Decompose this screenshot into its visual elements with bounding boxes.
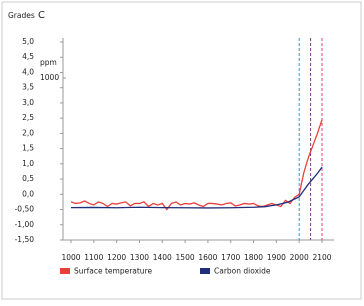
y-tick-label: 4,5	[22, 52, 34, 61]
y-tick-label: 0,5	[22, 174, 34, 183]
legend-label: Surface temperature	[74, 267, 152, 276]
y-tick-label: 4,0	[22, 67, 34, 76]
y2-label: ppm	[40, 58, 57, 67]
y-tick-label: 3,0	[22, 98, 34, 107]
y-unit: C	[38, 10, 45, 21]
y-tick-label: 1,0	[22, 159, 34, 168]
y-tick-label: 5,0	[22, 37, 34, 46]
x-tick-label: 2000	[290, 253, 309, 262]
legend-label: Carbon dioxide	[214, 267, 271, 276]
x-tick-label: 1400	[153, 253, 172, 262]
x-tick-label: 1900	[267, 253, 286, 262]
y-tick-label: -1,00	[15, 220, 35, 229]
y-label: Grades	[8, 11, 35, 20]
y2-tick-label: 1000	[40, 73, 59, 82]
y-tick-label: 0,0	[22, 189, 34, 198]
y-tick-label: -1,50	[15, 235, 35, 244]
x-tick-label: 1000	[61, 253, 80, 262]
frame	[1, 1, 362, 300]
data-line	[70, 166, 323, 209]
x-tick-label: 1700	[221, 253, 240, 262]
y-tick-label: -0,50	[15, 205, 35, 214]
legend-swatch	[200, 268, 210, 274]
x-tick-label: 1800	[244, 253, 263, 262]
y-tick-label: 3,5	[22, 83, 34, 92]
x-tick-label: 1500	[176, 253, 195, 262]
y-tick-label: 1,5	[22, 144, 34, 153]
y-tick-label: 2,5	[22, 113, 34, 122]
x-tick-label: 1600	[198, 253, 217, 262]
y-tick-label: 2,0	[22, 128, 34, 137]
x-tick-label: 1200	[107, 253, 126, 262]
legend-swatch	[60, 268, 70, 274]
x-tick-label: 1300	[130, 253, 149, 262]
x-tick-label: 1100	[84, 253, 103, 262]
x-tick-label: 2100	[312, 253, 331, 262]
data-line	[70, 119, 323, 211]
